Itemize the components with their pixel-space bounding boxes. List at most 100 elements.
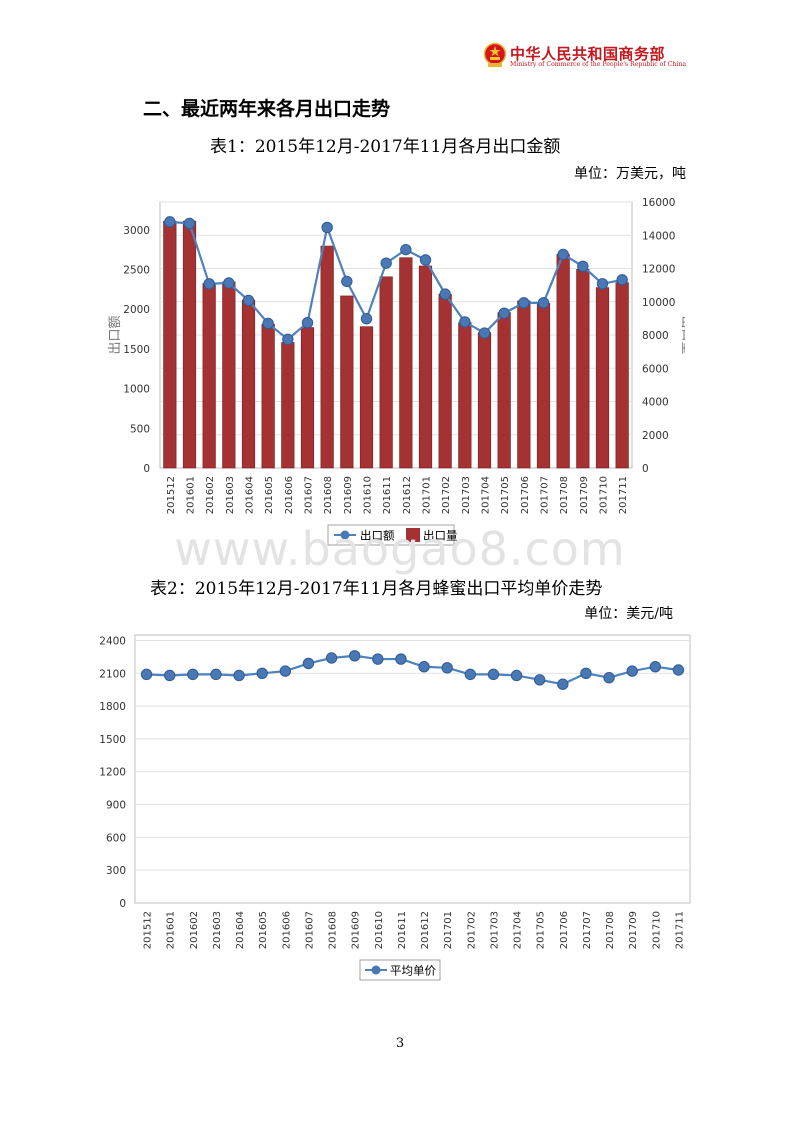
- x-tick-label: 201710: [599, 476, 610, 514]
- point: [400, 243, 412, 256]
- x-tick-label: 201711: [618, 476, 629, 514]
- x-tick-label: 201704: [513, 911, 524, 949]
- x-tick-label: 201706: [559, 911, 570, 949]
- x-tick-label: 201707: [540, 476, 551, 514]
- legend-point-swatch: [340, 530, 350, 540]
- x-tick-label: 201605: [258, 911, 269, 949]
- export-chart: 0 500 1000 1500 2000 2500 3000 0 2000 4000 6000 800…: [108, 197, 685, 546]
- x-tick-label: 201612: [420, 911, 431, 949]
- y-tick-label: 1500: [99, 734, 126, 746]
- national-emblem-icon: [483, 42, 507, 67]
- y-tick-label: 2100: [99, 668, 126, 680]
- bar: [556, 254, 570, 469]
- plot-area: [134, 634, 691, 904]
- x-tick-label: 201609: [343, 476, 354, 514]
- x-tick-label: 201604: [235, 911, 246, 949]
- x-tick-label: 201601: [166, 911, 177, 949]
- bar: [202, 283, 216, 469]
- point: [187, 668, 199, 681]
- legend-label: 出口额: [360, 529, 395, 543]
- point: [321, 221, 333, 234]
- point: [464, 668, 477, 681]
- legend-label: 平均单价: [390, 964, 436, 978]
- bar: [595, 287, 610, 469]
- x-tick-label: 201604: [245, 476, 256, 514]
- x-tick-label: 201711: [674, 911, 685, 949]
- price-chart: 0 300 600 900 1200 1500 1800 2100 2400 201512 2016…: [99, 634, 691, 981]
- y-left-tick-label: 1000: [123, 384, 150, 396]
- point: [380, 257, 392, 269]
- legend-bar-swatch: [406, 528, 420, 542]
- point: [372, 653, 384, 665]
- x-tick-label: 201706: [520, 476, 531, 514]
- point: [518, 297, 530, 309]
- x-tick-label: 201610: [374, 911, 385, 949]
- point: [302, 657, 315, 670]
- table1-unit: 单位：万美元，吨: [574, 166, 686, 182]
- bar: [517, 300, 531, 469]
- bar: [281, 342, 295, 469]
- org-name-cn: 中华人民共和国商务部: [510, 45, 666, 63]
- y-tick-label: 600: [106, 832, 126, 844]
- x-tick-label: 201708: [559, 476, 570, 514]
- x-tick-label: 201608: [328, 911, 339, 949]
- point: [360, 313, 373, 325]
- x-tick-label: 201705: [500, 476, 511, 514]
- point: [439, 288, 451, 300]
- legend: [359, 959, 441, 981]
- x-tick-label: 201702: [466, 911, 477, 949]
- legend-point-swatch: [371, 965, 381, 975]
- x-tick-label: 201611: [397, 911, 408, 949]
- point: [418, 661, 430, 673]
- x-tick-label: 201611: [382, 476, 393, 514]
- x-tick-label: 201602: [205, 476, 216, 514]
- bar: [418, 265, 433, 469]
- y-right-tick-label: 16000: [642, 197, 675, 209]
- point: [140, 668, 153, 681]
- y-tick-label: 0: [119, 898, 126, 910]
- bar: [222, 281, 236, 469]
- table2-caption: 表2：2015年12月-2017年11月各月蜂蜜出口平均单价走势: [150, 579, 603, 599]
- y-tick-label: 2400: [99, 635, 126, 647]
- point: [164, 216, 176, 228]
- point: [282, 333, 294, 346]
- point: [301, 316, 314, 329]
- y-right-tick-label: 12000: [642, 264, 675, 276]
- y-right-tick-label: 2000: [642, 430, 669, 442]
- point: [580, 667, 592, 679]
- x-tick-label: 201708: [605, 911, 616, 949]
- x-tick-label: 201702: [441, 476, 452, 514]
- point: [223, 277, 235, 289]
- y-left-axis-label: 出口额: [108, 315, 123, 354]
- x-tick-label: 201701: [443, 911, 454, 949]
- x-tick-label: 201703: [489, 911, 500, 949]
- bar: [615, 282, 629, 469]
- point: [203, 278, 215, 290]
- x-tick-label: 201512: [166, 476, 177, 514]
- x-tick-label: 201609: [351, 911, 362, 949]
- x-tick-label: 201703: [461, 476, 472, 514]
- y-right-tick-label: 0: [642, 463, 649, 475]
- watermark: www.baogao8.com: [174, 522, 626, 576]
- section-heading: 二、最近两年来各月出口走势: [143, 98, 391, 120]
- y-right-tick-label: 14000: [642, 230, 675, 242]
- bar: [576, 269, 590, 469]
- point: [557, 678, 569, 690]
- point: [341, 275, 353, 288]
- bar: [399, 257, 413, 469]
- point: [603, 671, 615, 684]
- point: [557, 248, 569, 261]
- x-tick-label: 201608: [323, 476, 334, 514]
- point: [577, 260, 589, 273]
- point: [256, 667, 268, 679]
- x-tick-label: 201601: [186, 476, 197, 514]
- point: [279, 665, 292, 677]
- y-tick-label: 900: [106, 800, 126, 812]
- x-tick-label: 201607: [304, 911, 315, 949]
- point: [537, 297, 550, 309]
- point: [262, 317, 274, 330]
- y-tick-label: 1800: [99, 701, 126, 713]
- point: [487, 668, 500, 681]
- y-right-tick-label: 6000: [642, 363, 669, 375]
- bar: [458, 322, 472, 469]
